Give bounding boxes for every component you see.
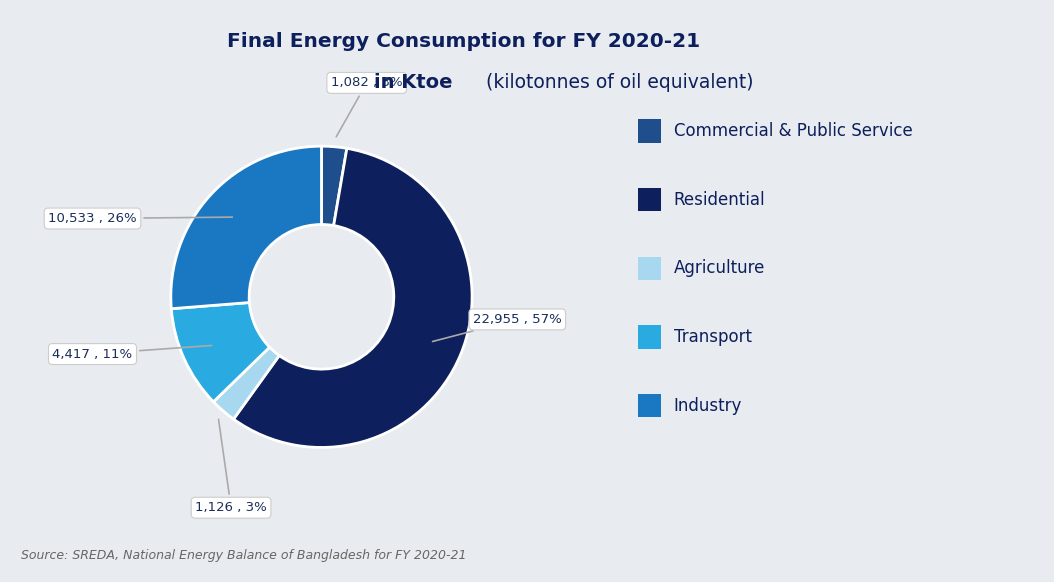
Text: 1,126 , 3%: 1,126 , 3% — [195, 420, 267, 514]
Wedge shape — [234, 148, 472, 448]
Wedge shape — [171, 146, 321, 308]
Wedge shape — [321, 146, 347, 226]
Text: 10,533 , 26%: 10,533 , 26% — [48, 212, 232, 225]
Text: 4,417 , 11%: 4,417 , 11% — [53, 346, 212, 361]
Text: Residential: Residential — [674, 191, 765, 208]
Text: Source: SREDA, National Energy Balance of Bangladesh for FY 2020-21: Source: SREDA, National Energy Balance o… — [21, 549, 467, 562]
Wedge shape — [213, 347, 279, 419]
Wedge shape — [172, 303, 270, 402]
Text: in Ktoe: in Ktoe — [374, 73, 452, 92]
Text: 1,082 , 3%: 1,082 , 3% — [331, 76, 403, 137]
Text: Final Energy Consumption for FY 2020-21: Final Energy Consumption for FY 2020-21 — [228, 32, 700, 51]
Text: Commercial & Public Service: Commercial & Public Service — [674, 122, 913, 140]
Text: (kilotonnes of oil equivalent): (kilotonnes of oil equivalent) — [480, 73, 753, 92]
Text: Transport: Transport — [674, 328, 752, 346]
Text: Agriculture: Agriculture — [674, 260, 765, 277]
Text: Industry: Industry — [674, 397, 742, 414]
Text: 22,955 , 57%: 22,955 , 57% — [432, 313, 562, 342]
